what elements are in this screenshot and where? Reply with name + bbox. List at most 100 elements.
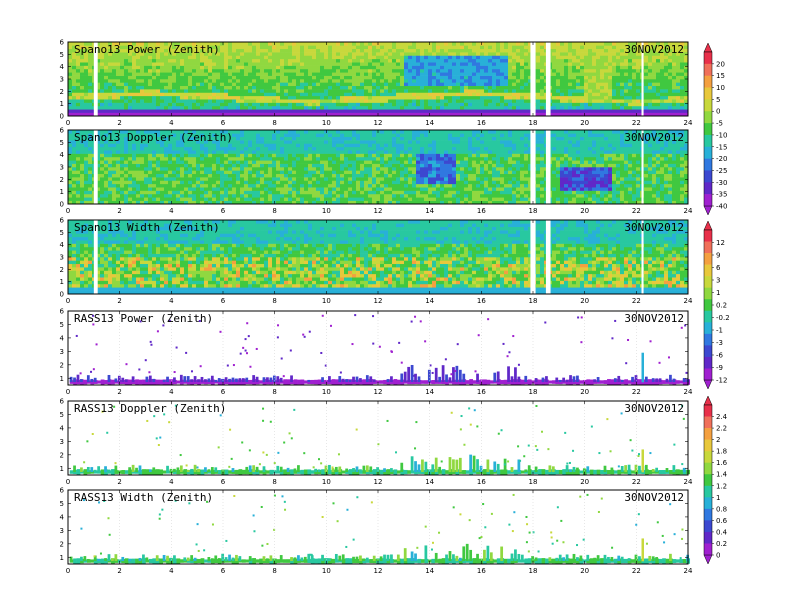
heatmap-cell: [636, 82, 641, 87]
heatmap-cell: [480, 75, 485, 80]
heatmap-cell: [540, 82, 545, 87]
heatmap-cell: [260, 190, 265, 195]
heatmap-cell: [304, 82, 309, 87]
heatmap-cell: [216, 102, 221, 107]
heatmap-cell: [436, 85, 441, 90]
heatmap-cell: [156, 173, 161, 178]
heatmap-cell: [612, 89, 617, 93]
heatmap-cell: [136, 105, 141, 110]
heatmap-cell: [392, 55, 397, 60]
heatmap-cell: [336, 72, 341, 76]
heatmap-cell: [556, 52, 561, 56]
heatmap-cell: [676, 92, 681, 97]
heatmap-cell: [456, 72, 461, 76]
heatmap-cell: [224, 143, 229, 148]
heatmap-cell: [200, 183, 205, 188]
heatmap-cell: [204, 133, 209, 138]
heatmap-cell: [344, 109, 349, 113]
heatmap-cell: [212, 102, 217, 107]
heatmap-cell: [312, 58, 317, 63]
heatmap-cell: [268, 180, 273, 185]
heatmap-cell: [292, 112, 297, 117]
heatmap-cell: [404, 65, 409, 70]
heatmap-cell: [248, 55, 253, 60]
heatmap-cell: [368, 72, 373, 76]
heatmap-cell: [200, 133, 205, 138]
heatmap-cell: [584, 58, 589, 63]
heatmap-cell: [172, 58, 177, 63]
heatmap-cell: [268, 193, 273, 198]
heatmap-cell: [288, 109, 293, 113]
heatmap-cell: [644, 109, 649, 113]
heatmap-cell: [436, 89, 441, 93]
heatmap-cell: [160, 167, 165, 171]
heatmap-cell: [280, 187, 285, 191]
heatmap-cell: [108, 48, 113, 53]
heatmap-cell: [104, 68, 109, 73]
heatmap-cell: [648, 85, 653, 90]
heatmap-cell: [244, 133, 249, 138]
heatmap-cell: [248, 136, 253, 141]
heatmap-cell: [508, 65, 513, 70]
heatmap-cell: [656, 55, 661, 60]
heatmap-cell: [152, 42, 157, 46]
heatmap-cell: [196, 55, 201, 60]
heatmap-cell: [572, 68, 577, 73]
heatmap-cell: [192, 65, 197, 70]
heatmap-cell: [188, 146, 193, 151]
heatmap-cell: [316, 200, 321, 205]
heatmap-cell: [68, 112, 73, 117]
colorbar-swatch: [704, 146, 712, 159]
heatmap-cell: [196, 187, 201, 191]
heatmap-cell: [308, 68, 313, 73]
heatmap-cell: [228, 130, 233, 134]
heatmap-cell: [364, 45, 369, 50]
heatmap-cell: [320, 193, 325, 198]
heatmap-cell: [144, 75, 149, 80]
heatmap-cell: [484, 72, 489, 76]
heatmap-cell: [592, 89, 597, 93]
heatmap-cell: [276, 167, 281, 171]
heatmap-cell: [424, 79, 429, 83]
heatmap-cell: [228, 68, 233, 73]
heatmap-cell: [416, 45, 421, 50]
heatmap-cell: [80, 75, 85, 80]
heatmap-cell: [316, 65, 321, 70]
heatmap-cell: [96, 58, 101, 63]
heatmap-cell: [428, 109, 433, 113]
heatmap-cell: [212, 183, 217, 188]
heatmap-cell: [500, 48, 505, 53]
heatmap-cell: [408, 52, 413, 56]
heatmap-cell: [440, 75, 445, 80]
heatmap-cell: [76, 89, 81, 93]
heatmap-cell: [260, 109, 265, 113]
heatmap-cell: [332, 68, 337, 73]
heatmap-cell: [80, 167, 85, 171]
heatmap-cell: [268, 183, 273, 188]
heatmap-cell: [228, 72, 233, 76]
heatmap-cell: [668, 102, 673, 107]
heatmap-cell: [448, 82, 453, 87]
heatmap-cell: [216, 89, 221, 93]
heatmap-cell: [536, 68, 541, 73]
heatmap-cell: [476, 95, 481, 100]
heatmap-cell: [560, 48, 565, 53]
heatmap-cell: [280, 48, 285, 53]
heatmap-cell: [148, 72, 153, 76]
heatmap-cell: [412, 92, 417, 97]
heatmap-cell: [536, 48, 541, 53]
heatmap-cell: [80, 187, 85, 191]
heatmap-cell: [244, 200, 249, 205]
heatmap-cell: [356, 48, 361, 53]
heatmap-cell: [100, 163, 105, 168]
heatmap-cell: [328, 42, 333, 46]
heatmap-cell: [304, 99, 309, 103]
heatmap-cell: [380, 112, 385, 117]
heatmap-cell: [308, 75, 313, 80]
heatmap-cell: [160, 140, 165, 144]
heatmap-cell: [340, 82, 345, 87]
heatmap-cell: [116, 156, 121, 161]
heatmap-cell: [644, 95, 649, 100]
heatmap-cell: [236, 133, 241, 138]
heatmap-cell: [240, 52, 245, 56]
